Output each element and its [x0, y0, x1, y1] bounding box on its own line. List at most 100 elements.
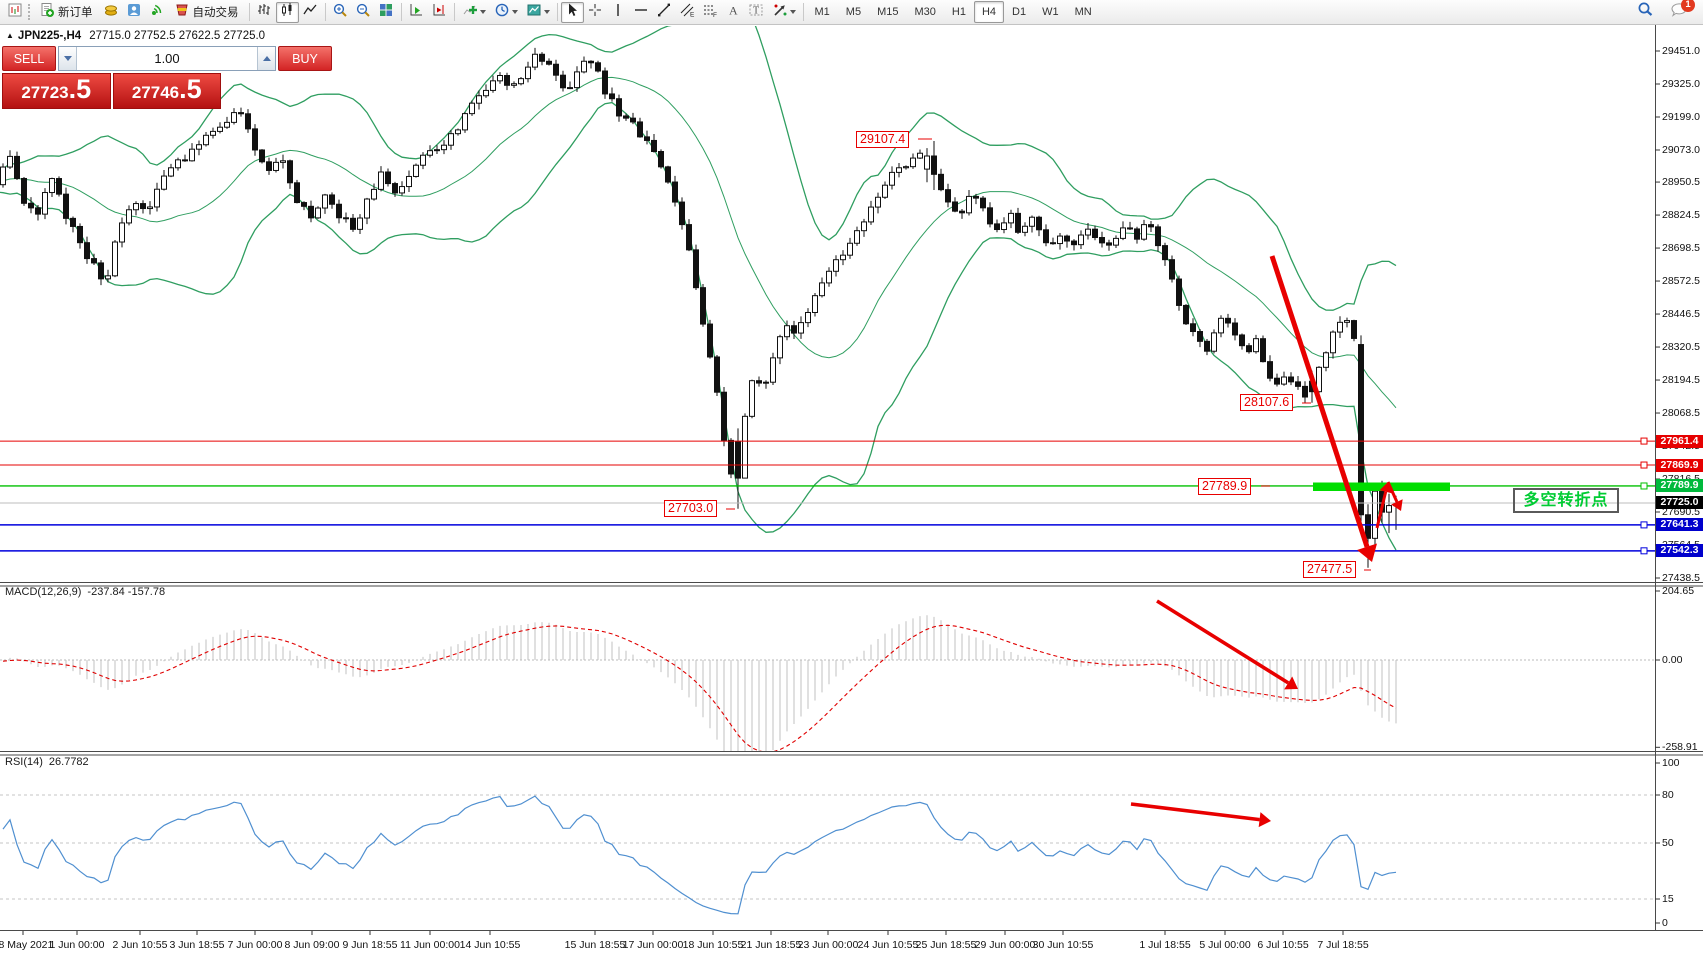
time-axis-label: 8 Jun 09:00	[284, 939, 340, 951]
rsi-indicator-label: RSI(14) 26.7782	[5, 756, 95, 768]
macd-indicator-label: MACD(12,26,9) -237.84 -157.78	[5, 586, 171, 598]
toolbar-separator	[400, 3, 402, 21]
sell-button[interactable]: SELL	[2, 46, 56, 71]
text-icon: A	[725, 2, 741, 23]
price-tag-27789[interactable]: 27789.9	[1198, 478, 1252, 495]
autotrade-button[interactable]: 自动交易	[169, 2, 246, 23]
signals-button[interactable]	[146, 2, 169, 23]
symbol-marker-icon: ▲	[6, 31, 14, 40]
volume-decrease-button[interactable]	[59, 47, 77, 70]
horizontal-line-icon	[633, 2, 649, 23]
zoom-in-button[interactable]	[329, 2, 352, 23]
time-axis-label: 14 Jun 10:55	[459, 939, 521, 951]
volume-input[interactable]	[77, 47, 257, 70]
cn-annotation[interactable]: 多空转折点	[1513, 488, 1619, 513]
shapes-icon	[772, 2, 788, 23]
text-label-button[interactable]: T	[745, 2, 768, 23]
time-axis-label: 11 Jun 00:00	[400, 939, 460, 951]
community-button[interactable]	[123, 2, 146, 23]
community-icon	[126, 2, 142, 23]
tile-windows-button[interactable]	[375, 2, 398, 23]
auto-scroll-button[interactable]	[405, 2, 428, 23]
gold-icon	[103, 2, 119, 23]
chart-shift-icon	[431, 2, 447, 23]
time-axis-label: 30 Jun 10:55	[1032, 939, 1094, 951]
buy-price[interactable]: 27746.5	[112, 73, 221, 109]
chevron-down-icon	[543, 10, 550, 14]
price-tag-27703[interactable]: 27703.0	[664, 500, 718, 517]
chart-properties-button[interactable]	[522, 2, 554, 23]
volume-increase-button[interactable]	[257, 47, 275, 70]
autotrade-label: 自动交易	[192, 7, 239, 19]
timeframe-h1[interactable]: H1	[951, 6, 966, 18]
chart-canvas[interactable]	[0, 25, 1703, 948]
sell-price-main: 27723	[21, 83, 69, 102]
time-axis-label: 28 May 2021	[0, 939, 54, 951]
timeframe-mn[interactable]: MN	[1074, 6, 1092, 18]
chevron-down-icon	[479, 10, 486, 14]
price-tag-29107[interactable]: 29107.4	[856, 131, 910, 148]
search-button[interactable]	[1634, 2, 1657, 23]
chart-shift-button[interactable]	[428, 2, 451, 23]
vertical-line-button[interactable]	[607, 2, 630, 23]
ohlc-values: 27715.0 27752.5 27622.5 27725.0	[89, 30, 266, 42]
gold-button[interactable]	[100, 2, 123, 23]
fibonacci-button[interactable]: F	[699, 2, 722, 23]
crosshair-button[interactable]	[584, 2, 607, 23]
time-axis-label: 21 Jun 18:55	[740, 939, 802, 951]
toolbar-separator	[248, 3, 250, 21]
trendline-icon	[656, 2, 672, 23]
search-icon	[1637, 1, 1654, 23]
time-axis-label: 1 Jun 00:00	[49, 939, 105, 951]
zoom-out-icon	[355, 2, 371, 23]
macd-values: -237.84 -157.78	[87, 586, 166, 598]
time-axis-label: 7 Jun 00:00	[227, 939, 283, 951]
candle-chart-icon	[279, 2, 295, 23]
chat-button[interactable]: 1	[1667, 0, 1695, 23]
timeframe-m1[interactable]: M1	[814, 6, 830, 18]
toolbar-grip	[28, 4, 30, 20]
line-chart-button[interactable]	[299, 2, 322, 23]
cursor-button[interactable]	[560, 1, 584, 23]
text-button[interactable]: A	[722, 2, 745, 23]
toolbar-separator	[556, 3, 558, 21]
arrow-up-icon	[262, 56, 271, 61]
time-axis-label: 29 Jun 00:00	[974, 939, 1036, 951]
svg-text:F: F	[713, 12, 717, 18]
time-axis-label: 5 Jul 00:00	[1199, 939, 1251, 951]
trendline-button[interactable]	[653, 2, 676, 23]
zoom-out-button[interactable]	[352, 2, 375, 23]
new-chart-button[interactable]	[3, 2, 26, 23]
shapes-button[interactable]	[768, 2, 800, 23]
bar-chart-button[interactable]	[253, 2, 276, 23]
new-order-button[interactable]: 新订单	[34, 2, 100, 23]
chart-window: ▲ JPN225-,H4 27715.0 27752.5 27622.5 27725…	[0, 25, 1703, 951]
one-click-trading-panel: SELL BUY 27723.5 27746.5	[2, 46, 332, 109]
signals-icon	[149, 2, 165, 23]
time-axis-label: 2 Jun 10:55	[112, 939, 168, 951]
time-axis-label: 17 Jun 00:00	[622, 939, 684, 951]
sell-price[interactable]: 27723.5	[2, 73, 111, 109]
volume-control	[58, 46, 276, 71]
timeframe-w1[interactable]: W1	[1042, 6, 1059, 18]
periods-button[interactable]	[490, 2, 522, 23]
buy-price-main: 27746	[131, 83, 180, 102]
buy-button[interactable]: BUY	[278, 46, 332, 71]
timeframe-h4[interactable]: H4	[973, 1, 1004, 23]
timeframe-d1[interactable]: D1	[1012, 6, 1027, 18]
time-axis-label: 9 Jun 18:55	[342, 939, 398, 951]
notification-badge: 1	[1681, 0, 1695, 12]
timeframe-m15[interactable]: M15	[877, 6, 899, 18]
horizontal-line-button[interactable]	[630, 2, 653, 23]
channel-button[interactable]: E	[676, 2, 699, 23]
timeframe-m5[interactable]: M5	[845, 6, 862, 18]
time-axis-label: 7 Jul 18:55	[1317, 939, 1369, 951]
price-tag-28107[interactable]: 28107.6	[1240, 394, 1294, 411]
toolbar-separator	[802, 3, 804, 21]
price-tag-27477[interactable]: 27477.5	[1303, 561, 1357, 578]
timeframe-m30[interactable]: M30	[914, 6, 936, 18]
indicators-button[interactable]	[458, 2, 490, 23]
candle-chart-button[interactable]	[275, 1, 299, 23]
time-axis-label: 18 Jun 10:55	[682, 939, 744, 951]
